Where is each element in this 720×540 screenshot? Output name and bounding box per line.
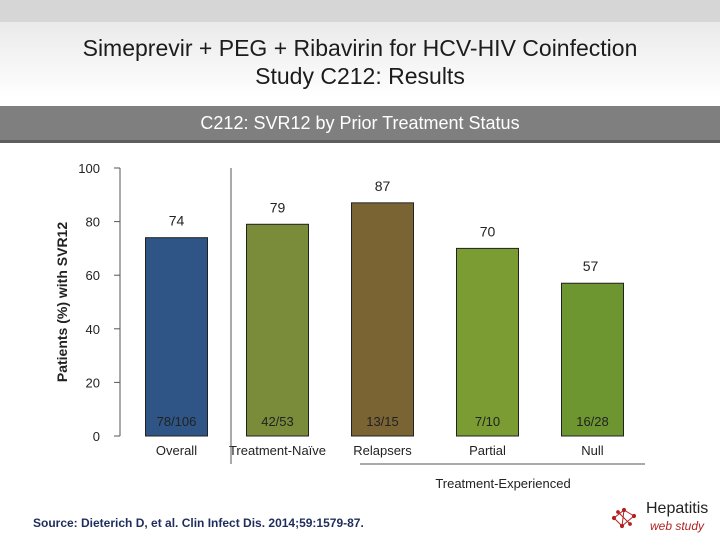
group-label: Treatment-Experienced <box>435 476 570 491</box>
slide-title: Simeprevir + PEG + Ribavirin for HCV-HIV… <box>0 34 720 90</box>
header-band <box>0 0 720 22</box>
bar-n-label: 78/106 <box>157 414 197 429</box>
logo-text-top: Hepatitis <box>646 500 709 517</box>
hepatitis-web-study-logo: Hepatitis web study <box>610 500 718 536</box>
y-tick-label: 100 <box>78 161 100 176</box>
liver-network-icon <box>611 507 637 529</box>
bar <box>561 282 624 437</box>
bar <box>145 237 208 437</box>
y-tick-label: 60 <box>86 268 100 283</box>
bar-value-label: 87 <box>375 178 391 194</box>
bar-n-label: 42/53 <box>261 414 294 429</box>
y-tick-label: 40 <box>86 322 100 337</box>
y-axis-title: Patients (%) with SVR12 <box>54 222 70 382</box>
bar-n-label: 13/15 <box>366 414 399 429</box>
bar-n-label: 16/28 <box>576 414 609 429</box>
bar <box>351 202 414 437</box>
y-tick-label: 0 <box>93 429 100 444</box>
bar-value-label: 79 <box>270 199 286 215</box>
chart-subtitle: C212: SVR12 by Prior Treatment Status <box>200 113 520 133</box>
x-category-label: Partial <box>469 443 506 458</box>
y-tick-label: 20 <box>86 375 100 390</box>
subtitle-bar: C212: SVR12 by Prior Treatment Status <box>0 106 720 143</box>
x-category-label: Overall <box>156 443 197 458</box>
source-citation: Source: Dieterich D, et al. Clin Infect … <box>33 516 364 530</box>
y-tick-label: 80 <box>86 215 100 230</box>
title-line-2: Study C212: Results <box>255 63 465 89</box>
x-category-label: Relapsers <box>353 443 412 458</box>
x-category-label: Treatment-Naïve <box>229 443 326 458</box>
bar-value-label: 74 <box>169 213 185 229</box>
slide-header: Simeprevir + PEG + Ribavirin for HCV-HIV… <box>0 0 720 98</box>
bar-value-label: 57 <box>583 258 599 274</box>
bar <box>456 247 519 437</box>
x-category-label: Null <box>581 443 604 458</box>
logo-text-bottom: web study <box>650 519 705 533</box>
title-line-1: Simeprevir + PEG + Ribavirin for HCV-HIV… <box>82 35 638 61</box>
bar-value-label: 70 <box>480 223 496 239</box>
bar-chart: 100 80 60 40 20 0 Patients (%) with SVR12 74 78/… <box>54 161 645 491</box>
bar-n-label: 7/10 <box>475 414 500 429</box>
bar <box>246 223 309 437</box>
